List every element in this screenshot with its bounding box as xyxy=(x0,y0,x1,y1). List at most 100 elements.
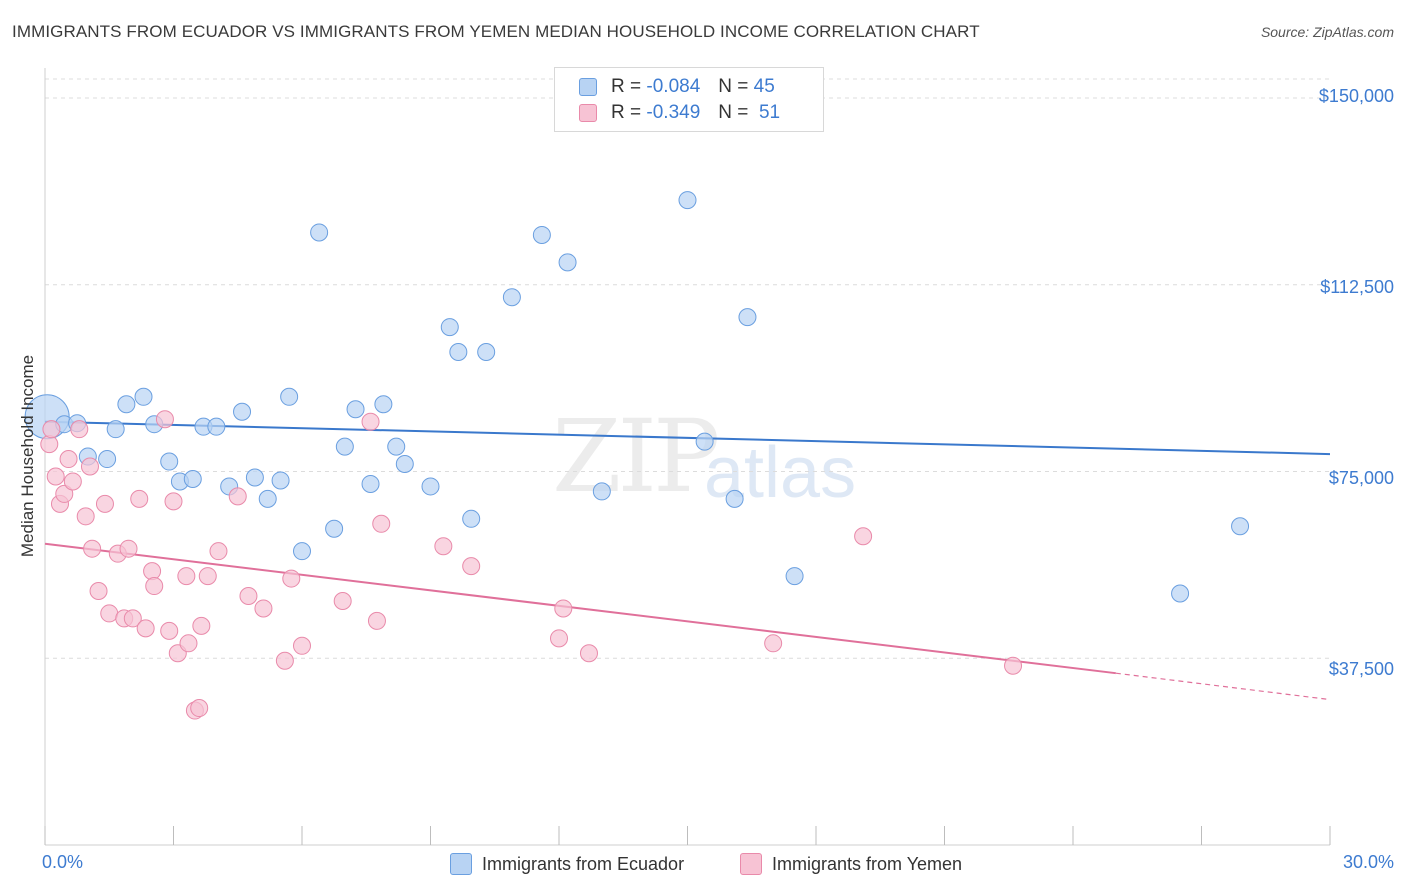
point-yemen-4 xyxy=(55,484,74,503)
point-ecuador-31 xyxy=(449,342,468,361)
point-yemen-44 xyxy=(462,557,481,576)
point-yemen-27 xyxy=(179,634,198,653)
point-yemen-24 xyxy=(164,492,183,511)
point-yemen-18 xyxy=(130,489,149,508)
point-ecuador-44 xyxy=(1231,517,1250,536)
point-ecuador-29 xyxy=(421,477,440,496)
point-yemen-48 xyxy=(764,634,783,653)
point-yemen-12 xyxy=(95,494,114,513)
point-yemen-7 xyxy=(70,420,89,439)
point-ecuador-33 xyxy=(477,342,496,361)
point-ecuador-20 xyxy=(293,542,311,561)
point-ecuador-40 xyxy=(725,489,744,508)
legend-n-label: N = xyxy=(718,102,749,123)
bottom-legend-yemen: Immigrants from Yemen xyxy=(740,852,962,876)
point-yemen-33 xyxy=(228,487,247,506)
point-ecuador-17 xyxy=(258,489,277,508)
point-ecuador-13 xyxy=(207,417,226,436)
point-ecuador-36 xyxy=(558,253,577,272)
point-yemen-17 xyxy=(123,609,142,628)
point-ecuador-38 xyxy=(678,191,697,210)
point-ecuador-18 xyxy=(271,471,290,490)
point-yemen-11 xyxy=(89,582,108,601)
point-yemen-6 xyxy=(63,472,82,491)
point-yemen-0 xyxy=(40,435,59,454)
point-yemen-38 xyxy=(293,636,311,655)
data-points xyxy=(24,191,1250,720)
point-ecuador-7 xyxy=(134,387,153,406)
point-yemen-49 xyxy=(854,527,873,546)
point-ecuador-37 xyxy=(592,482,611,501)
point-yemen-35 xyxy=(254,599,273,618)
point-yemen-36 xyxy=(275,651,294,670)
point-ecuador-19 xyxy=(280,387,299,406)
point-ecuador-11 xyxy=(183,469,202,488)
point-yemen-47 xyxy=(579,644,598,663)
point-ecuador-39 xyxy=(695,432,714,451)
point-yemen-50 xyxy=(1004,656,1023,675)
y-tick-label-112500: $112,500 xyxy=(1320,277,1394,297)
point-yemen-43 xyxy=(434,537,453,556)
trend-line-yemen xyxy=(44,542,1116,675)
chart-source: Source: ZipAtlas.com xyxy=(1260,24,1394,40)
point-ecuador-25 xyxy=(361,474,380,493)
legend-r-label: R = xyxy=(611,102,642,123)
point-ecuador-22 xyxy=(325,519,344,538)
legend-n-label: N = xyxy=(718,76,749,97)
point-ecuador-28 xyxy=(395,455,414,474)
point-yemen-20 xyxy=(143,562,162,581)
point-yemen-9 xyxy=(80,457,99,476)
point-ecuador-42 xyxy=(785,567,804,586)
point-yemen-5 xyxy=(59,450,78,469)
point-yemen-26 xyxy=(177,567,196,586)
point-yemen-8 xyxy=(76,507,95,526)
point-yemen-2 xyxy=(46,467,65,486)
point-yemen-45 xyxy=(550,629,568,648)
bottom-legend-swatch-ecuador xyxy=(450,853,472,875)
legend-r-value: -0.349 xyxy=(646,102,701,123)
point-yemen-31 xyxy=(198,567,217,586)
legend-r-label: R = xyxy=(611,76,642,97)
chart-title: IMMIGRANTS FROM ECUADOR VS IMMIGRANTS FR… xyxy=(12,22,980,41)
point-ecuador-41 xyxy=(738,308,757,327)
point-ecuador-27 xyxy=(387,437,406,456)
bottom-legend-ecuador: Immigrants from Ecuador xyxy=(450,852,684,876)
legend-swatch-yemen xyxy=(579,104,597,122)
legend-r-value: -0.084 xyxy=(646,76,701,97)
bottom-legend-label-ecuador: Immigrants from Ecuador xyxy=(482,853,685,874)
legend-swatch-ecuador xyxy=(579,78,597,96)
point-ecuador-23 xyxy=(335,437,354,456)
y-axis-label: Median Household Income xyxy=(18,354,37,558)
point-ecuador-35 xyxy=(532,225,551,244)
point-yemen-19 xyxy=(136,619,155,638)
point-ecuador-26 xyxy=(374,395,393,414)
point-yemen-46 xyxy=(554,599,573,618)
point-yemen-39 xyxy=(333,591,352,610)
point-yemen-37 xyxy=(282,569,301,588)
legend-n-value: 51 xyxy=(758,102,781,123)
y-tick-label-37500: $37,500 xyxy=(1328,659,1394,679)
point-ecuador-43 xyxy=(1171,584,1190,603)
watermark-zip: ZIP xyxy=(552,398,720,515)
bottom-legend-swatch-yemen xyxy=(740,853,762,875)
x-tick-label-max: 30.0% xyxy=(1342,852,1394,872)
point-ecuador-30 xyxy=(440,318,459,337)
bottom-legend-label-yemen: Immigrants from Yemen xyxy=(772,853,963,874)
point-ecuador-4 xyxy=(98,450,117,469)
point-yemen-22 xyxy=(155,410,174,429)
point-yemen-1 xyxy=(42,420,61,439)
point-ecuador-6 xyxy=(117,395,136,414)
correlation-legend: R = -0.084 N = 45 R = -0.349 N = 51 xyxy=(554,67,824,132)
point-ecuador-5 xyxy=(106,420,125,439)
legend-n-value: 45 xyxy=(753,76,775,97)
point-yemen-29 xyxy=(190,699,209,718)
point-yemen-34 xyxy=(239,587,258,605)
point-yemen-42 xyxy=(372,514,391,533)
point-yemen-10 xyxy=(83,539,102,558)
point-yemen-32 xyxy=(209,542,228,561)
point-yemen-13 xyxy=(100,604,119,623)
trend-line-ecuador xyxy=(44,420,1331,456)
point-ecuador-15 xyxy=(233,402,252,421)
point-ecuador-32 xyxy=(462,509,481,528)
